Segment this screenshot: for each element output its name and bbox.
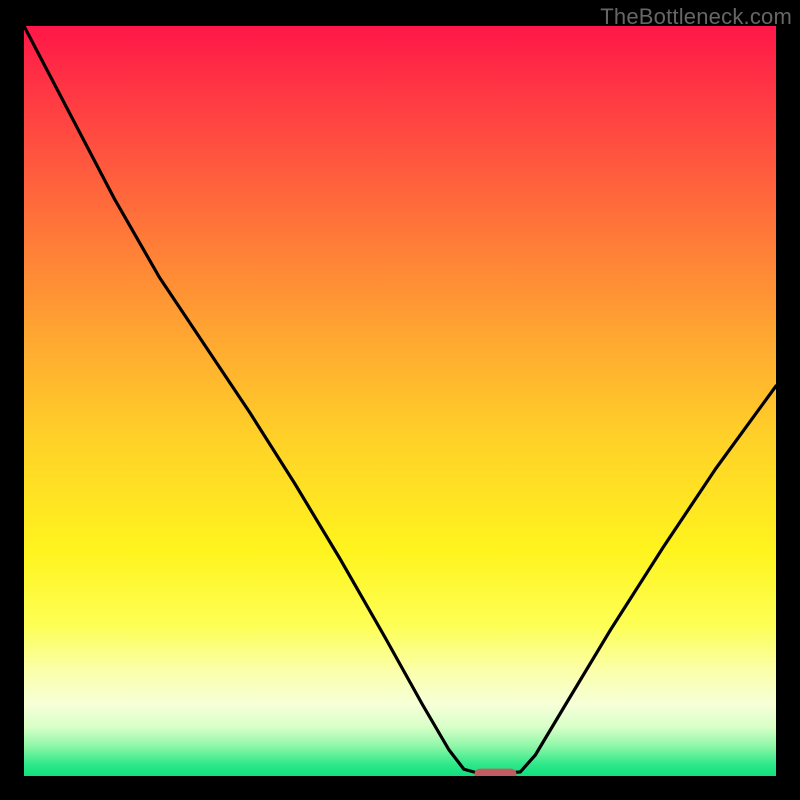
bottleneck-chart [24,26,776,776]
chart-frame: TheBottleneck.com [0,0,800,800]
chart-svg [24,26,776,776]
watermark-label: TheBottleneck.com [600,4,792,30]
optimal-marker [474,769,516,776]
